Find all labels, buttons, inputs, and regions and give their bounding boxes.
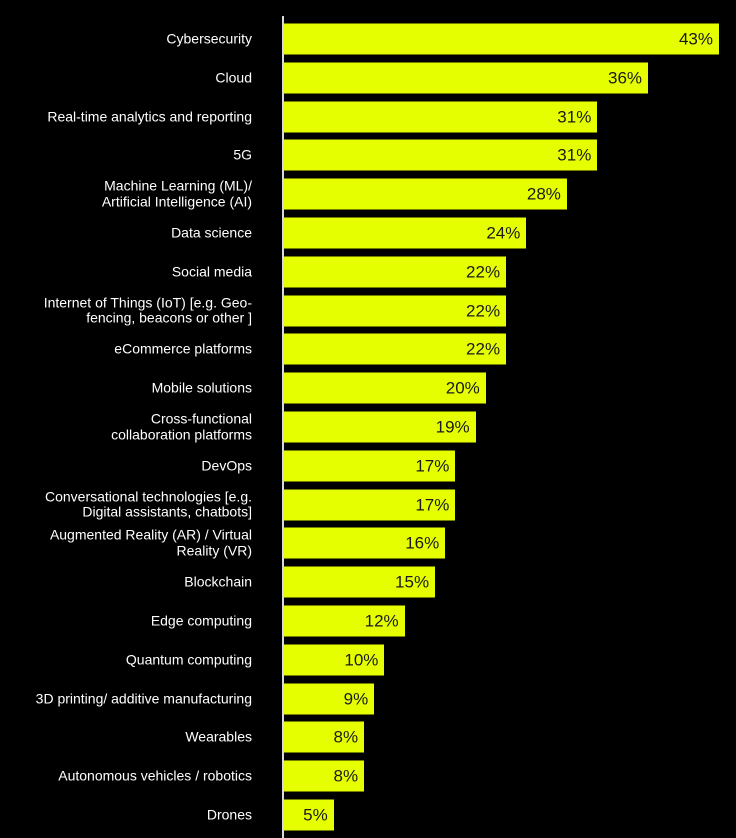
bar xyxy=(283,489,456,521)
bar xyxy=(283,295,507,327)
category-label: 3D printing/ additive manufacturing xyxy=(35,689,252,706)
value-label: 22% xyxy=(466,339,501,359)
bar xyxy=(283,450,456,482)
category-label: DevOps xyxy=(201,457,252,474)
bar xyxy=(283,372,486,404)
value-label: 43% xyxy=(678,29,713,49)
bar xyxy=(283,217,527,249)
bar xyxy=(283,683,375,715)
value-label: 5% xyxy=(303,805,328,825)
value-label: 9% xyxy=(343,689,369,709)
value-label: 24% xyxy=(486,223,521,243)
value-label: 28% xyxy=(526,184,561,204)
category-label: Augmented Reality (AR) / Virtual Reality… xyxy=(49,526,252,559)
value-label: 22% xyxy=(466,301,501,321)
bar xyxy=(283,178,567,210)
value-label: 12% xyxy=(364,611,399,631)
bar xyxy=(283,256,507,288)
value-label: 16% xyxy=(405,533,440,553)
value-label: 17% xyxy=(415,456,450,476)
category-label: Data science xyxy=(171,224,252,241)
value-label: 10% xyxy=(344,650,379,670)
category-label: Real-time analytics and reporting xyxy=(47,107,252,124)
bar xyxy=(283,411,476,443)
value-label: 8% xyxy=(333,766,359,786)
bar xyxy=(283,799,334,831)
category-label: eCommerce platforms xyxy=(114,340,252,357)
bar xyxy=(283,23,719,55)
value-label: 22% xyxy=(466,262,501,282)
value-label: 17% xyxy=(415,495,450,515)
bar xyxy=(283,527,446,559)
value-label: 15% xyxy=(395,572,430,592)
bar xyxy=(283,760,365,792)
bar xyxy=(283,721,365,753)
bar xyxy=(283,566,436,598)
category-label: Autonomous vehicles / robotics xyxy=(58,767,252,784)
category-label: 5G xyxy=(233,146,252,163)
bar xyxy=(283,333,507,365)
category-label: Cybersecurity xyxy=(166,30,252,47)
category-label: Wearables xyxy=(185,728,252,745)
category-label: Machine Learning (ML)/ Artificial Intell… xyxy=(101,177,252,210)
category-label: Mobile solutions xyxy=(151,379,252,396)
bar xyxy=(283,62,649,94)
category-label: Quantum computing xyxy=(125,651,252,668)
category-label: Drones xyxy=(206,806,252,823)
category-label: Blockchain xyxy=(184,573,252,590)
category-label: Edge computing xyxy=(150,612,252,629)
value-label: 31% xyxy=(557,107,592,127)
value-label: 31% xyxy=(557,145,592,165)
value-label: 8% xyxy=(333,727,359,747)
bar xyxy=(283,101,598,133)
bar xyxy=(283,644,385,676)
value-label: 19% xyxy=(435,417,470,437)
category-label: Conversational technologies [e.g. Digita… xyxy=(44,488,252,520)
category-label: Cloud xyxy=(215,69,252,86)
bar xyxy=(283,139,598,171)
bar xyxy=(283,605,405,637)
value-label: 36% xyxy=(607,68,643,88)
value-label: 20% xyxy=(445,378,480,398)
category-label: Internet of Things (IoT) [e.g. Geo- fenc… xyxy=(43,294,252,326)
category-label: Social media xyxy=(171,263,252,280)
category-label: Cross-functional collaboration platforms xyxy=(111,410,252,442)
